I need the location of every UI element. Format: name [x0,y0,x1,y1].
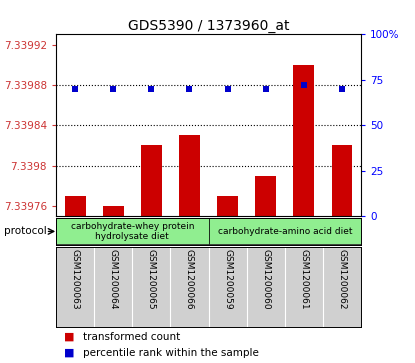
Text: GSM1200063: GSM1200063 [71,249,80,310]
Bar [179,135,200,216]
Bar [217,196,238,216]
Bar [293,65,314,216]
Bar [65,196,85,216]
Bar [255,176,276,216]
Bar [56,218,209,245]
Text: transformed count: transformed count [83,332,180,342]
Text: percentile rank within the sample: percentile rank within the sample [83,348,259,358]
Bar [332,146,352,216]
Bar [141,146,162,216]
Text: carbohydrate-whey protein
hydrolysate diet: carbohydrate-whey protein hydrolysate di… [71,222,194,241]
Text: GSM1200060: GSM1200060 [261,249,270,310]
Title: GDS5390 / 1373960_at: GDS5390 / 1373960_at [128,20,289,33]
Text: GSM1200061: GSM1200061 [299,249,308,310]
Bar [209,218,361,245]
Bar [103,206,124,216]
Text: GSM1200065: GSM1200065 [147,249,156,310]
Text: GSM1200062: GSM1200062 [337,249,347,310]
Text: carbohydrate-amino acid diet: carbohydrate-amino acid diet [217,227,352,236]
Text: ■: ■ [64,332,75,342]
Text: GSM1200064: GSM1200064 [109,249,118,310]
Text: GSM1200059: GSM1200059 [223,249,232,310]
Text: ■: ■ [64,348,75,358]
Text: GSM1200066: GSM1200066 [185,249,194,310]
Text: protocol: protocol [4,227,47,236]
